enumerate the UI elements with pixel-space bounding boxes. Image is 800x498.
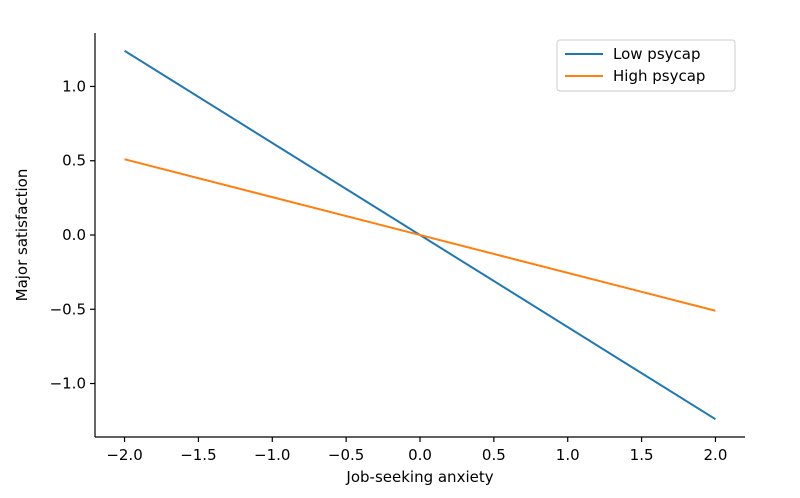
series-line-2 [124,158,716,312]
legend: Low psycap High psycap [556,39,736,92]
series-layer [124,49,716,421]
x-ticks: −2.0 −1.5 −1.0 −0.5 0.0 0.5 1.0 1.5 2.0 [106,437,727,464]
y-axis-label: Major satisfaction [13,169,31,302]
x-tick-label: −1.5 [180,446,216,464]
legend-label-2: High psycap [613,67,705,85]
x-tick-label: 1.5 [630,446,654,464]
y-tick-label: −1.0 [50,375,86,393]
x-tick-label: 0.5 [482,446,506,464]
legend-box [556,39,736,92]
y-ticks: −1.0 −0.5 0.0 0.5 1.0 [50,77,95,393]
y-tick-label: 0.5 [62,152,86,170]
x-tick-label: −2.0 [106,446,142,464]
y-tick-label: −0.5 [50,300,86,318]
x-tick-label: 1.0 [556,446,580,464]
x-axis-label: Job-seeking anxiety [345,468,493,486]
legend-items: Low psycap High psycap [565,45,705,85]
y-tick-label: 1.0 [62,77,86,95]
legend-label-1: Low psycap [613,45,700,63]
y-tick-label: 0.0 [62,226,86,244]
x-tick-label: 2.0 [704,446,728,464]
x-tick-label: −0.5 [328,446,364,464]
x-tick-label: 0.0 [408,446,432,464]
x-tick-label: −1.0 [254,446,290,464]
